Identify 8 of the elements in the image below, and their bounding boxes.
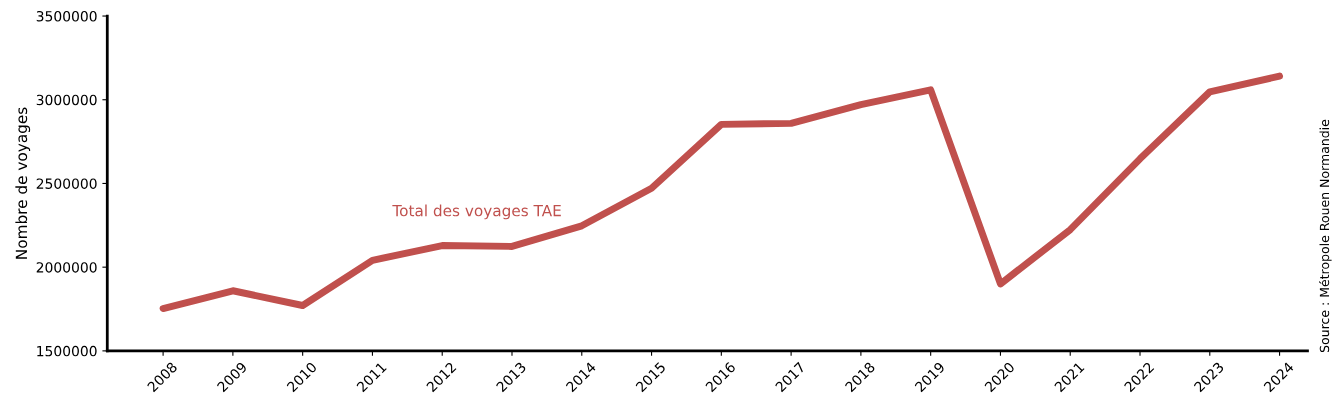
- y-tick-label: 3000000: [36, 94, 97, 106]
- source-note: Source : Métropole Rouen Normandie: [1319, 119, 1332, 353]
- series-label: Total des voyages TAE: [392, 204, 561, 220]
- y-axis-title: Nombre de voyages: [15, 107, 31, 259]
- y-tick-label: 1500000: [37, 345, 97, 357]
- y-tick-label: 3500000: [36, 11, 97, 22]
- y-tick-label: 2000000: [36, 262, 97, 273]
- y-tick-label: 2500000: [36, 178, 97, 189]
